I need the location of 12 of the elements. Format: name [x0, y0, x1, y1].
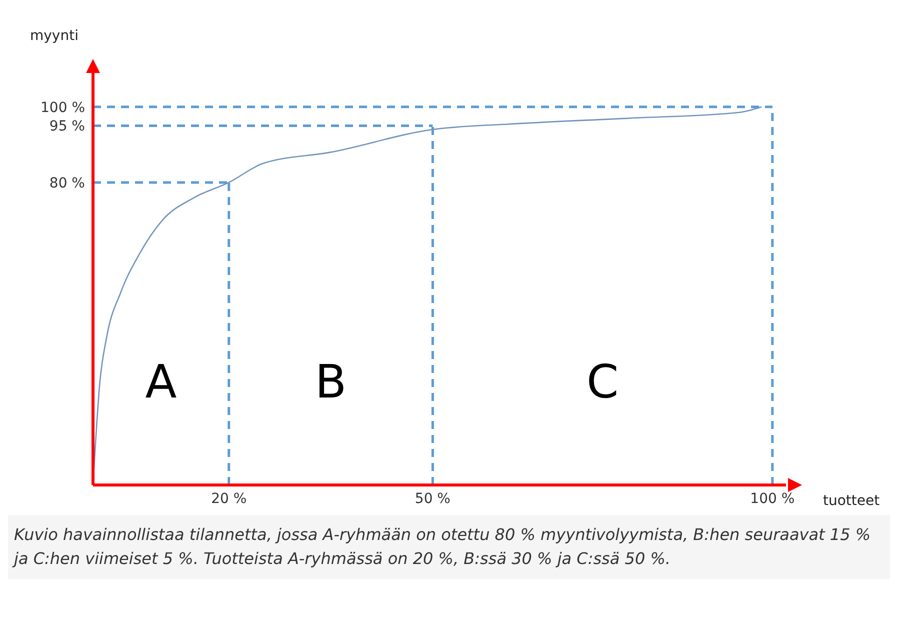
y-tick-label: 100 %: [40, 100, 85, 116]
text: Kuvio havainnollistaa tilannetta, jossa A-ryhmään on otettu 80 % myyntivolyymista, B:hen seuraavat 15 % ja C:hen viimeiset 5 %. Tuotteista A-ryhmässä on 20 %, B:ssä 30 % ja C:ssä 50 %.: [8, 515, 890, 579]
y-tick-label: 95 %: [49, 118, 85, 135]
annotation: A: [145, 354, 178, 408]
x-tick-label: 50 %: [414, 490, 450, 507]
x-tick-label: 20 %: [211, 490, 247, 507]
annotation: B: [315, 354, 347, 408]
annotation: C: [586, 354, 619, 408]
x-axis-title: tuotteet: [823, 493, 880, 509]
y-axis-title: myynti: [30, 28, 78, 44]
y-tick-label: 80 %: [49, 175, 85, 192]
x-tick-label: 100 %: [750, 490, 795, 507]
